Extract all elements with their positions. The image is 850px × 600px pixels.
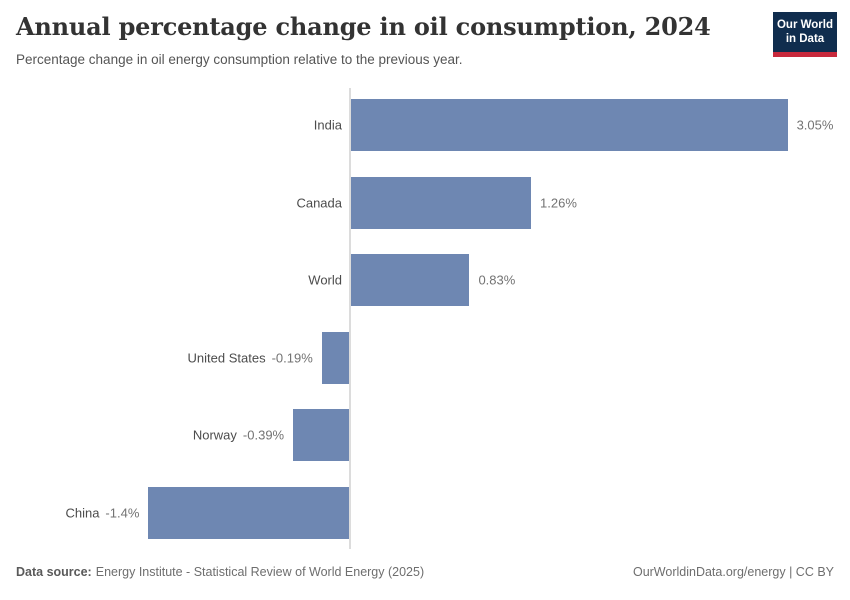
value-label: -0.19% [271,350,313,365]
bar-chart: India 3.05% Canada 1.26% World 0.83% United St… [0,88,850,549]
entity-label: Canada [296,195,342,210]
axis-line [349,88,351,549]
bar-row: United States -0.19% [0,331,850,384]
entity-label: India [313,117,342,133]
bar-row: Canada 1.26% [0,176,850,229]
value-label: 3.05% [796,117,834,133]
chart-subtitle: Percentage change in oil energy consumpt… [16,52,463,67]
bar[interactable] [293,409,349,461]
bar[interactable] [350,176,532,229]
bar[interactable] [350,99,788,151]
footer: Data source: Energy Institute - Statistic… [16,565,834,579]
data-source-text: Energy Institute - Statistical Review of… [95,565,425,579]
bar-row: Norway -0.39% [0,409,850,461]
entity-label: World [308,272,342,288]
entity-value-label: Norway -0.39% [193,428,284,443]
entity-value-label: China -1.4% [65,505,139,520]
value-label: -0.39% [242,427,285,443]
bar-row: China -1.4% [0,486,850,539]
owid-logo[interactable]: Our World in Data [773,12,837,57]
entity-label: Norway [192,427,237,443]
footer-right: OurWorldinData.org/energy | CC BY [633,565,834,579]
entity-label: United States [187,350,266,365]
data-source: Data source: Energy Institute - Statistic… [16,565,424,579]
bar[interactable] [350,254,470,306]
value-label: -1.4% [105,505,140,520]
bar-row: World 0.83% [0,254,850,306]
bar[interactable] [148,486,349,539]
footer-license: | CC BY [789,565,834,579]
owid-logo-line2: in Data [785,33,825,45]
chart-title: Annual percentage change in oil consumpt… [16,12,711,41]
data-source-label: Data source: [16,565,92,579]
bar[interactable] [321,331,349,384]
owid-logo-line1: Our World [776,18,833,31]
entity-value-label: United States -0.19% [188,350,313,365]
footer-url[interactable]: OurWorldinData.org/energy [632,565,786,579]
entity-label: China [65,505,100,520]
bar-row: India 3.05% [0,99,850,151]
value-label: 1.26% [540,195,577,210]
value-label: 0.83% [478,272,516,288]
